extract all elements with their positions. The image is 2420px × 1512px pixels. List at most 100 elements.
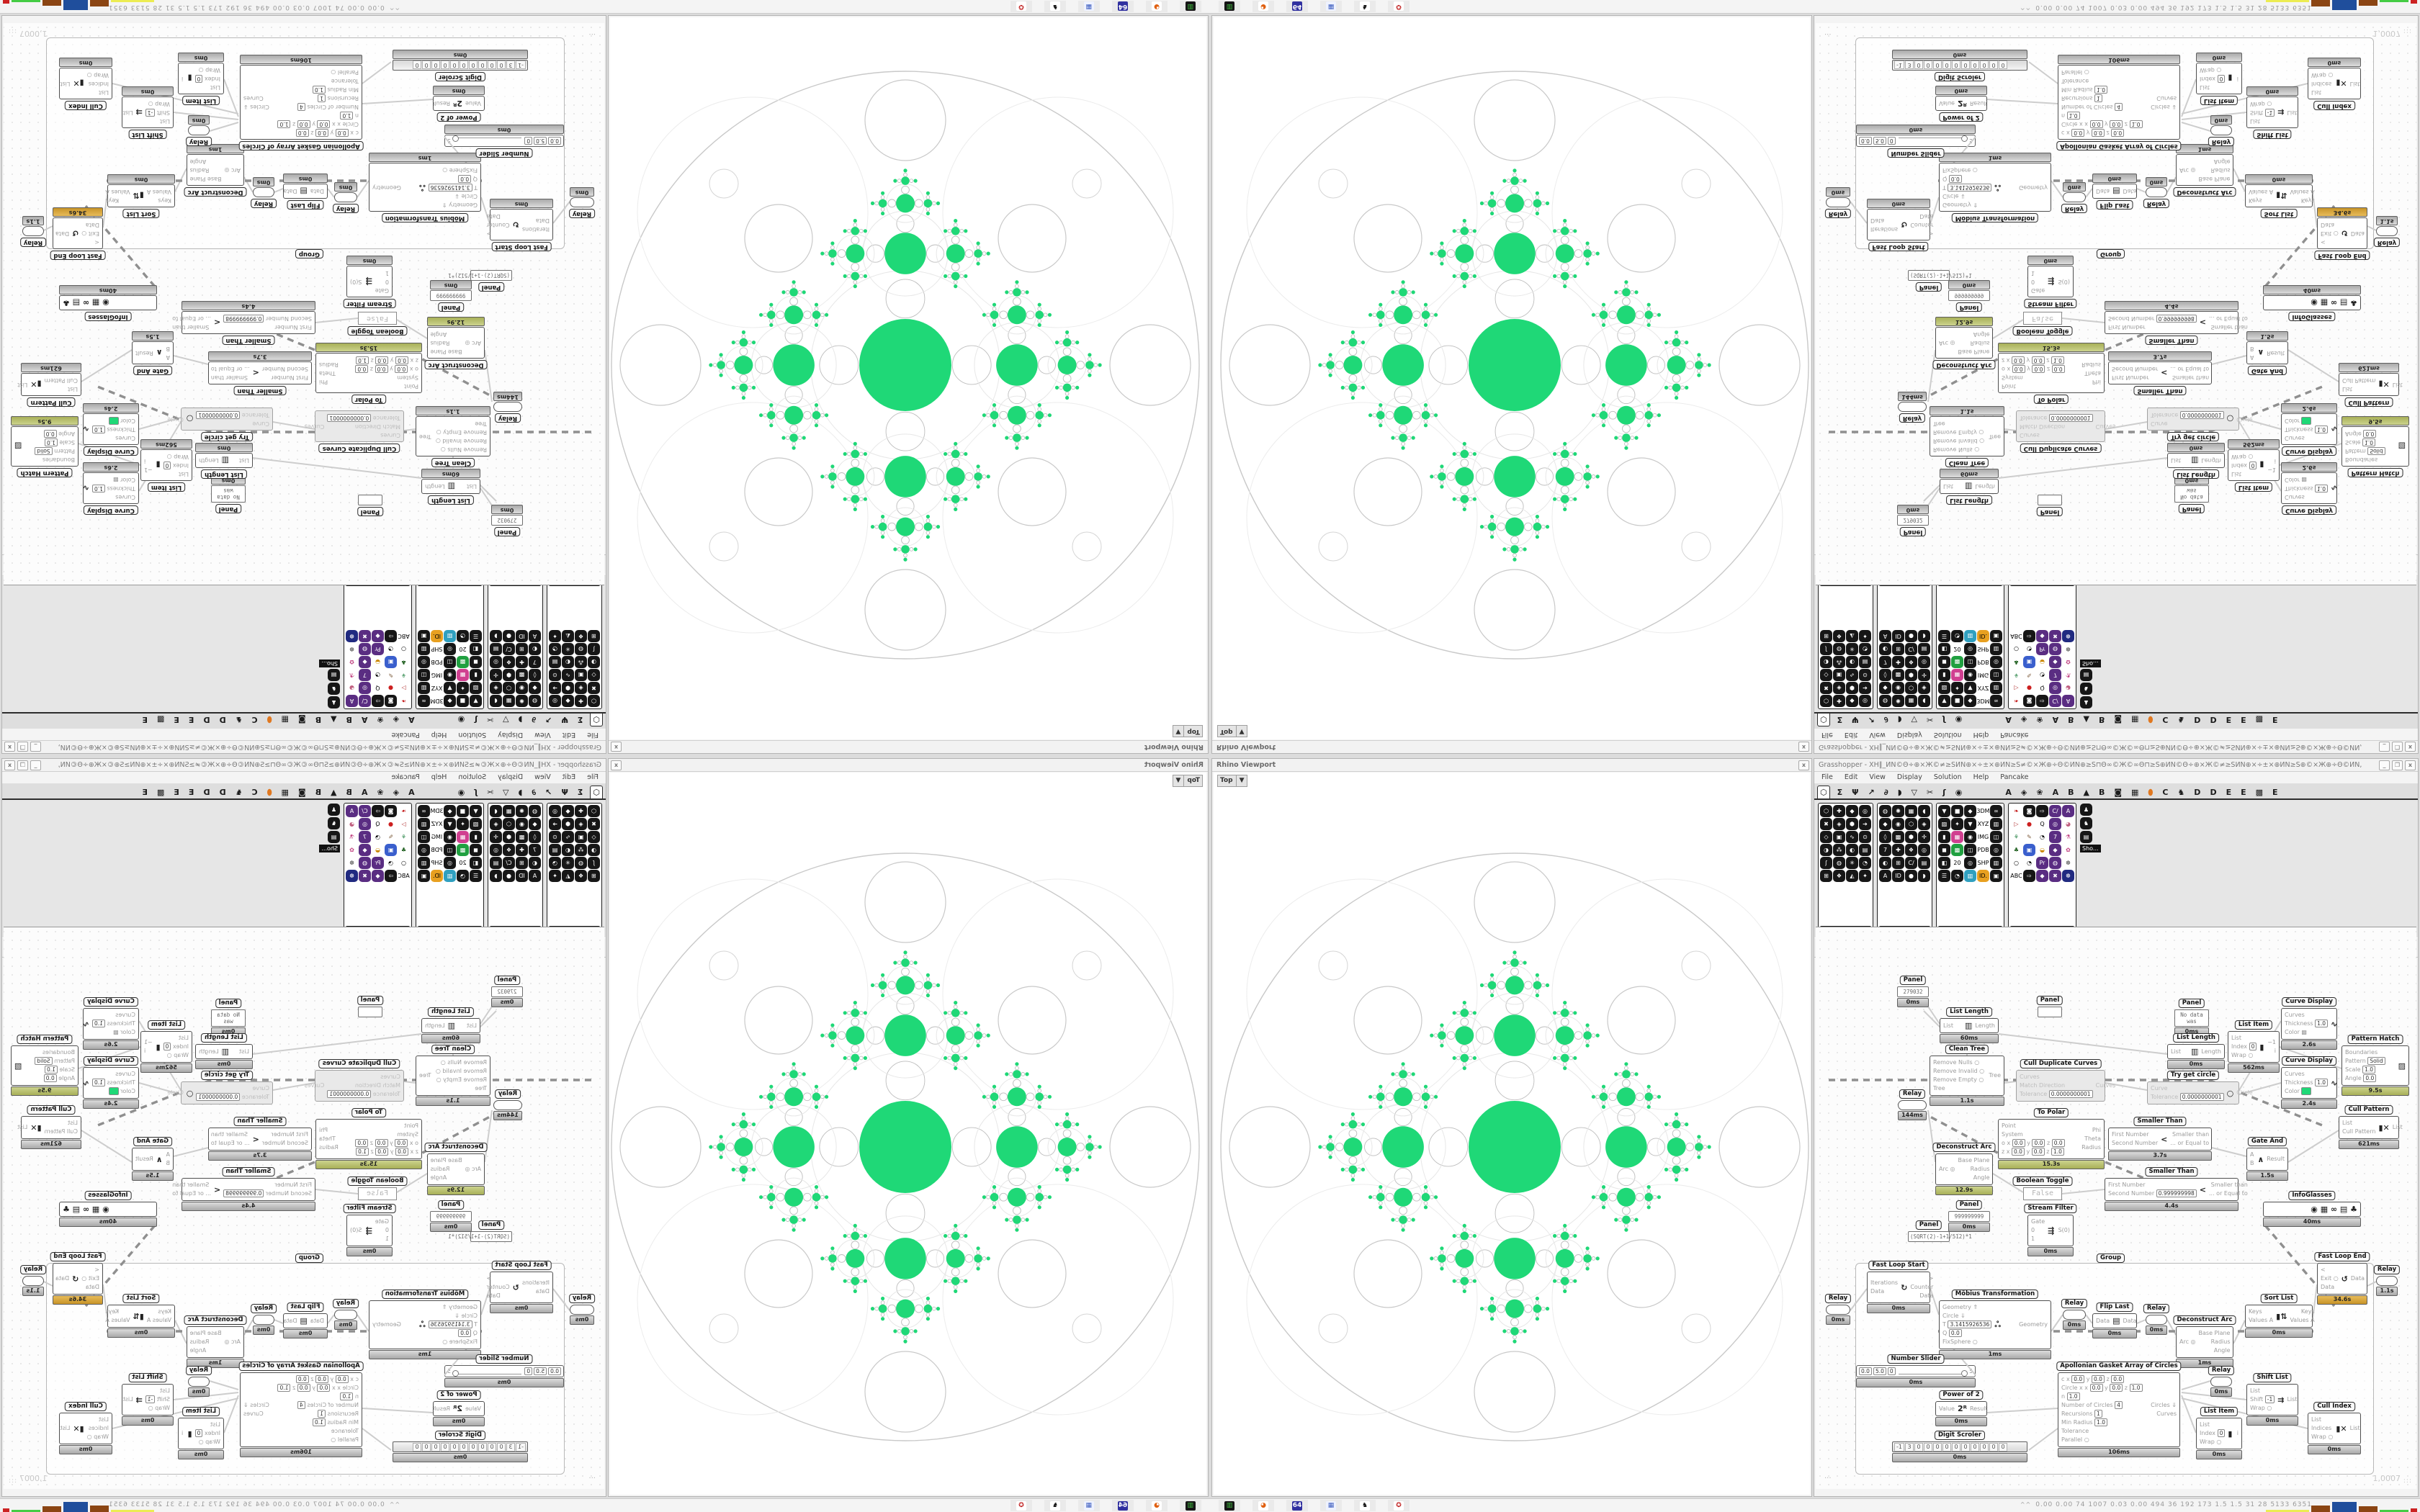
- value-box[interactable]: ■: [2301, 1087, 2311, 1095]
- node-body[interactable]: List Cull Pattern ▮✕ List: [2339, 1116, 2403, 1139]
- component-icon[interactable]: ▼: [1938, 805, 1950, 817]
- gh-node-relay[interactable]: Relay 0ms: [332, 182, 359, 213]
- firefox-icon[interactable]: ◕: [1252, 1, 1274, 12]
- node-body[interactable]: < Exit ○ Data ↺ Data: [53, 1263, 103, 1295]
- value-box[interactable]: 0.0: [43, 1074, 57, 1082]
- calculator-icon[interactable]: ▦: [1320, 1, 1342, 12]
- node-body[interactable]: Curves Match Direction Tolerance 0.0000000…: [2016, 1070, 2115, 1102]
- gh-node-deconstruct-arc[interactable]: Deconstruct Arc Arc ◎ Base Plane Radius Angl…: [2173, 1315, 2236, 1368]
- value-box[interactable]: 0.0: [2012, 365, 2025, 373]
- value-box[interactable]: 0.0: [2031, 1148, 2045, 1156]
- value-box[interactable]: 0.0: [335, 1375, 349, 1383]
- value-box[interactable]: 0.0000000001: [2048, 414, 2093, 422]
- gh-node-smaller-than[interactable]: Smaller Than First Number Second Number 0.…: [172, 1167, 315, 1211]
- panel-value[interactable]: No data was: [211, 485, 246, 503]
- gh-node-panel[interactable]: Panel: [357, 495, 384, 516]
- node-body[interactable]: List ▥ Length: [2167, 1044, 2225, 1059]
- tab-plugin[interactable]: ▲: [2083, 788, 2089, 797]
- component-icon[interactable]: ◒: [2036, 844, 2048, 856]
- gh-node-panel[interactable]: Panel (SQRT(2)-1+1/512)*1: [1908, 270, 1972, 292]
- relay-body[interactable]: [334, 1310, 357, 1320]
- relay-body[interactable]: [22, 1276, 44, 1286]
- node-body[interactable]: Value 2ᴿ Result: [432, 1401, 485, 1416]
- component-icon[interactable]: ⚘: [2010, 831, 2022, 843]
- gh-node-relay[interactable]: Relay 0ms: [185, 115, 212, 146]
- gh-node-digit-scroler[interactable]: Digit Scroler -1 3 0 0 0 0 0 0 0 0 0 0 0ms: [1892, 1431, 2027, 1462]
- node-body[interactable]: A B ∧ Result: [2246, 341, 2288, 364]
- gh-node-fast-loop-end[interactable]: Fast Loop End < Exit ○ Data ↺ Data 34.6s: [50, 1252, 106, 1305]
- slider-value-box[interactable]: 0.0: [1859, 1367, 1872, 1375]
- node-body[interactable]: First Number Second Number < Smaller than..…: [208, 1128, 312, 1151]
- node-body[interactable]: Value 2ᴿ Result: [1935, 1401, 1988, 1416]
- node-body[interactable]: List Index 0 Wrap ○ ▮ i: [2196, 1418, 2242, 1449]
- gh-node-cull-pattern[interactable]: Cull Pattern List Cull Pattern ▮✕ List 621ms: [2339, 1105, 2403, 1149]
- component-icon[interactable]: ◆: [1846, 805, 1858, 817]
- relay-body[interactable]: [493, 1100, 522, 1110]
- gh-node-panel[interactable]: Panel No data was 0ms: [2174, 475, 2209, 513]
- value-box[interactable]: 1.0: [356, 356, 369, 364]
- component-icon[interactable]: ◎: [2049, 818, 2061, 830]
- gh-node-apollonian-gasket-array-of-circles[interactable]: Apollonian Gasket Array of Circles c x 0.…: [238, 1362, 364, 1457]
- component-icon[interactable]: ◔: [1859, 857, 1871, 869]
- gh-node-list-length[interactable]: List Length List ▥ Length 60ms: [421, 469, 480, 505]
- value-box[interactable]: 1.0: [2315, 485, 2329, 492]
- value-box[interactable]: 0.0: [395, 1148, 408, 1156]
- panel-value[interactable]: (SQRT(2)-1+1/512)*1: [1908, 270, 1972, 281]
- gh-node-relay[interactable]: Relay 0ms: [2143, 177, 2170, 208]
- gh-node-cull-pattern[interactable]: Cull Pattern List Cull Pattern ▮✕ List 621ms: [17, 1105, 81, 1149]
- gh-node-list-length[interactable]: List Length List ▥ Length 0ms: [195, 443, 253, 479]
- value-box[interactable]: 0.0000000001: [327, 1090, 372, 1098]
- panel-value[interactable]: [358, 1007, 382, 1017]
- component-icon[interactable]: ▤: [2080, 831, 2092, 843]
- gh-node-smaller-than[interactable]: Smaller Than First Number Second Number < Sm…: [2108, 1117, 2212, 1161]
- value-box[interactable]: 1.0: [91, 1020, 105, 1027]
- component-icon[interactable]: 20: [1951, 857, 1963, 869]
- component-icon[interactable]: ☸: [2062, 857, 2074, 869]
- gh-node-fast-loop-end[interactable]: Fast Loop End < Exit ○ Data ↺ Data 34.6s: [2314, 207, 2370, 260]
- menu-item-solution[interactable]: Solution: [1933, 773, 1962, 781]
- component-icon[interactable]: ◆: [2049, 844, 2061, 856]
- node-body[interactable]: Curves Thickness 1.0 Color ▩ ∿: [2281, 1008, 2337, 1040]
- node-body[interactable]: Data ▤ Data: [283, 184, 328, 199]
- value-box[interactable]: Solid: [35, 1057, 53, 1065]
- value-box[interactable]: 4: [297, 1401, 305, 1409]
- value-box[interactable]: 0: [2249, 1043, 2257, 1050]
- component-icon[interactable]: Q: [2036, 818, 2048, 830]
- component-icon[interactable]: ◼: [1938, 844, 1950, 856]
- node-body[interactable]: Keys Values A ▮⇅ Keys Values A: [105, 184, 175, 207]
- value-box[interactable]: 0.0: [2032, 1139, 2045, 1147]
- gh-node-fast-loop-start[interactable]: Fast Loop Start Iterations Data ↻ > Counter Da…: [1867, 1261, 1933, 1313]
- node-body[interactable]: First Number Second Number 0.999999998 < Sm…: [172, 311, 315, 334]
- gh-node-relay[interactable]: Relay 0ms: [2208, 115, 2235, 146]
- value-box[interactable]: 0: [194, 75, 203, 83]
- node-body[interactable]: Iterations Data ↻ > Counter Data: [1867, 209, 1933, 240]
- relay-body[interactable]: [1898, 1100, 1927, 1110]
- value-box[interactable]: 0: [194, 1429, 203, 1437]
- value-box[interactable]: 3.1415926536: [1948, 1320, 1992, 1328]
- gh-node-apollonian-gasket-array-of-circles[interactable]: Apollonian Gasket Array of Circles c x 0.…: [2056, 1362, 2182, 1457]
- node-body[interactable]: List Shift -1 Wrap ○ ⇉ List: [2246, 1384, 2298, 1416]
- node-body[interactable]: Data ▤ Data: [2092, 1313, 2137, 1328]
- gh-node-pattern-hatch[interactable]: Pattern Hatch Boundaries Pattern Solid Scal…: [2341, 416, 2409, 477]
- component-icon[interactable]: SHP: [1977, 857, 1989, 869]
- node-body[interactable]: List ▥ Length: [421, 1018, 480, 1033]
- gh-node-list-item[interactable]: List Item List Index 0 Wrap ○ ▮ i 0ms: [178, 53, 224, 105]
- value-box[interactable]: 0: [2217, 75, 2226, 83]
- value-box[interactable]: 0.999999998: [2156, 315, 2197, 323]
- gh-node-cull-index[interactable]: Cull Index List Indices Wrap ○ ▮✕ List 0ms: [2308, 58, 2361, 110]
- window-button[interactable]: ❐: [2392, 760, 2403, 770]
- node-body[interactable]: First Number Second Number 0.999999998 < Sm…: [2105, 1178, 2248, 1201]
- gh-node-apollonian-gasket-array-of-circles[interactable]: Apollonian Gasket Array of Circles c x 0.…: [238, 55, 364, 150]
- gh-node-gate-and[interactable]: Gate And A B ∧ Result 1.5s: [132, 1137, 174, 1181]
- value-box[interactable]: -1: [145, 1395, 156, 1403]
- cat-app-icon[interactable]: ♞: [1044, 1500, 1066, 1511]
- gh-node-flip-last[interactable]: Flip Last Data ▤ Data 0ms: [283, 174, 328, 210]
- node-body[interactable]: List Indices Wrap ○ ▮✕ List: [2308, 68, 2361, 99]
- gh-node-panel[interactable]: Panel 279032 0ms: [1897, 976, 1929, 1007]
- gh-node-pattern-hatch[interactable]: Pattern Hatch Boundaries Pattern Solid Scal…: [11, 1035, 79, 1096]
- menu-item-edit[interactable]: Edit: [1844, 773, 1858, 781]
- node-body[interactable]: List Indices Wrap ○ ▮✕ List: [2308, 1413, 2361, 1444]
- component-icon[interactable]: ʃ: [1820, 857, 1832, 869]
- component-icon[interactable]: ●: [1905, 870, 1917, 882]
- gh-node-boolean-toggle[interactable]: Boolean Toggle False: [2012, 1176, 2073, 1200]
